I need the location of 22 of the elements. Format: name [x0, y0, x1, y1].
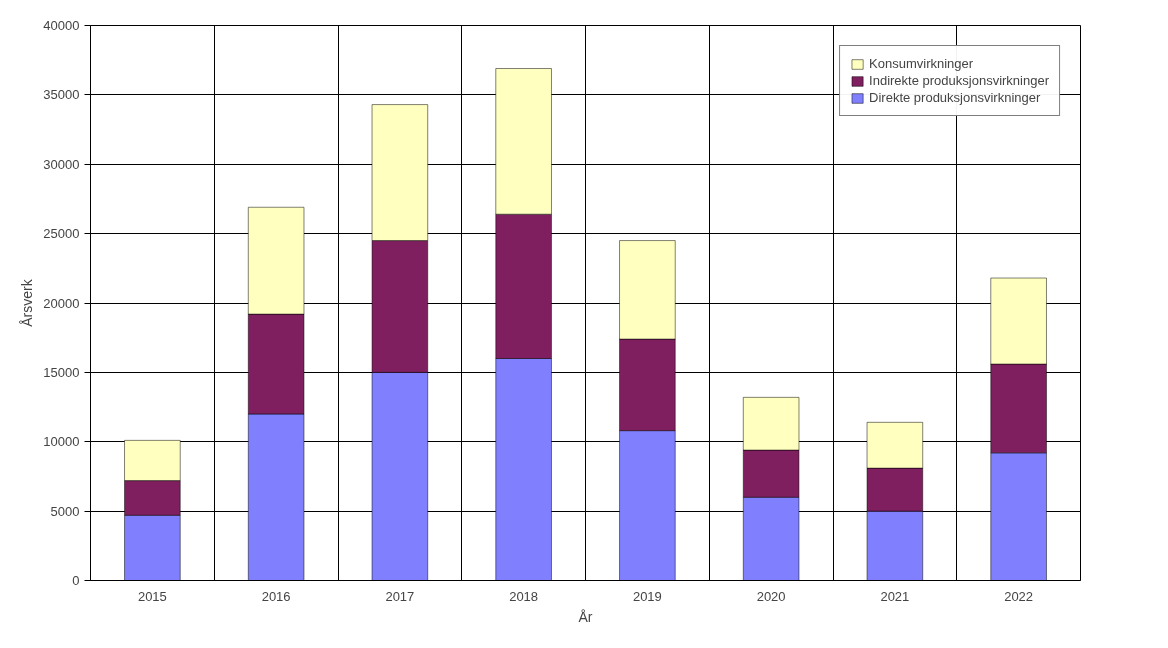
- y-tick-label: 30000: [43, 156, 80, 172]
- y-tick-label: 35000: [43, 87, 80, 103]
- y-tick-label: 25000: [43, 226, 80, 242]
- y-tick-label: 15000: [43, 364, 80, 380]
- y-tick-label: 40000: [43, 18, 80, 33]
- y-tick-label: 5000: [50, 503, 80, 519]
- x-tick-label: 2017: [385, 588, 415, 604]
- x-tick-label: 2018: [509, 588, 539, 604]
- x-tick-label: 2022: [1004, 588, 1034, 604]
- x-tick-label: 2015: [137, 588, 167, 604]
- x-tick-label: 2016: [261, 588, 291, 604]
- y-tick-label: 10000: [43, 434, 80, 450]
- x-axis-title: År: [578, 608, 593, 625]
- legend-label: Konsumvirkninger: [869, 56, 974, 71]
- x-tick-label: 2020: [756, 588, 786, 604]
- y-tick-label: 20000: [43, 295, 80, 311]
- y-axis-title: Årsverk: [19, 278, 36, 327]
- x-tick-label: 2019: [632, 588, 662, 604]
- legend-label: Indirekte produksjonsvirkninger: [869, 73, 1049, 88]
- x-tick-label: 2021: [880, 588, 910, 604]
- legend-label: Direkte produksjonsvirkninger: [869, 90, 1041, 105]
- y-tick-label: 0: [72, 573, 80, 588]
